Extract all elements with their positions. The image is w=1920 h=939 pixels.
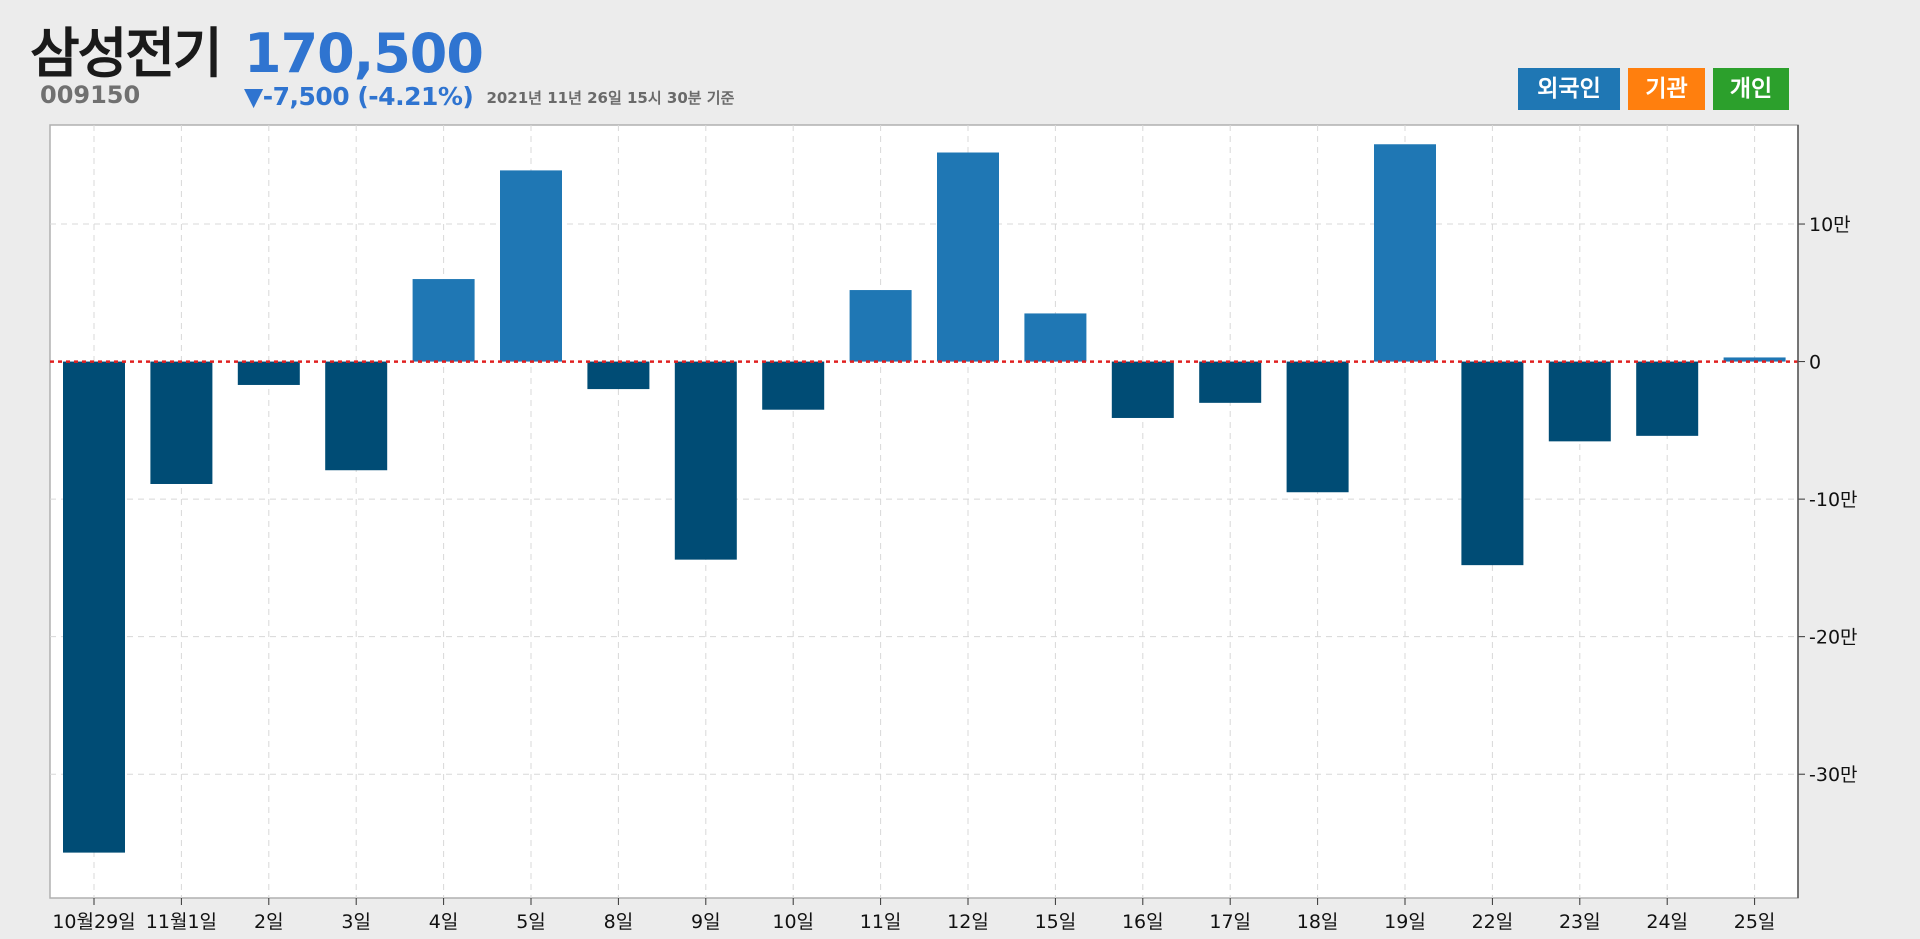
y-tick-label: -20만 [1809,627,1858,649]
bar[interactable] [937,152,999,362]
bars [63,144,1786,853]
x-tick-label: 3일 [341,911,371,933]
bar[interactable] [1461,361,1524,566]
bar[interactable] [1374,144,1436,362]
stock-name: 삼성전기 [30,22,223,85]
x-tick-label: 2일 [254,911,284,933]
x-tick-label: 16일 [1122,911,1164,933]
x-tick-label: 24일 [1646,911,1688,933]
y-tick-label: -30만 [1809,764,1858,786]
legend-individual-button[interactable]: 개인 [1713,68,1789,110]
current-price: 170,500 [244,22,484,85]
x-tick-label: 9일 [691,911,721,933]
bar[interactable] [674,361,737,560]
x-tick-label: 10일 [772,911,814,933]
axes: 10월29일 11월1일 2일 3일 4일 5일 8일 9일 10일 11일 12일 15일 16일 17… [52,125,1858,933]
y-tick-label: 10만 [1809,214,1851,236]
bar[interactable] [1024,313,1087,362]
x-tick-label: 19일 [1384,911,1426,933]
grid-lines [50,125,1798,898]
plot-area [49,124,1799,899]
x-tick-label: 4일 [429,911,459,933]
bar[interactable] [587,361,650,390]
y-tick-label: 0 [1809,352,1821,374]
bar[interactable] [500,170,562,362]
bar[interactable] [150,361,213,484]
bar[interactable] [1548,361,1611,442]
bar[interactable] [237,361,300,385]
price-change-row: ▼-7,500 (-4.21%) 2021년 11년 26일 15시 30분 기… [244,82,734,115]
bar[interactable] [1286,361,1349,493]
x-tick-label: 18일 [1297,911,1339,933]
bar[interactable] [1636,361,1699,436]
x-tick-label: 12일 [947,911,989,933]
stock-code: 009150 [40,81,141,109]
x-tick-label: 10월29일 [52,911,135,933]
x-tick-label: 5일 [516,911,546,933]
bar[interactable] [63,361,125,853]
bar[interactable] [1723,357,1786,362]
bar[interactable] [1111,361,1174,418]
x-tick-label: 17일 [1209,911,1251,933]
bar[interactable] [412,279,475,362]
x-tick-label: 15일 [1035,911,1077,933]
x-tick-label: 23일 [1559,911,1601,933]
legend-institution-button[interactable]: 기관 [1628,68,1705,110]
timestamp: 2021년 11년 26일 15시 30분 기준 [486,89,735,107]
bar[interactable] [849,290,912,362]
price-change: ▼-7,500 (-4.21%) [244,82,474,111]
x-tick-label: 11월1일 [146,911,217,933]
bar[interactable] [325,361,388,471]
legend-foreign-button[interactable]: 외국인 [1518,68,1620,110]
x-tick-label: 11일 [860,911,902,933]
bar[interactable] [1199,361,1262,403]
x-tick-label: 8일 [604,911,634,933]
y-tick-label: -10만 [1809,489,1858,511]
x-tick-label: 25일 [1734,911,1776,933]
x-tick-label: 22일 [1472,911,1514,933]
bar[interactable] [762,361,825,410]
